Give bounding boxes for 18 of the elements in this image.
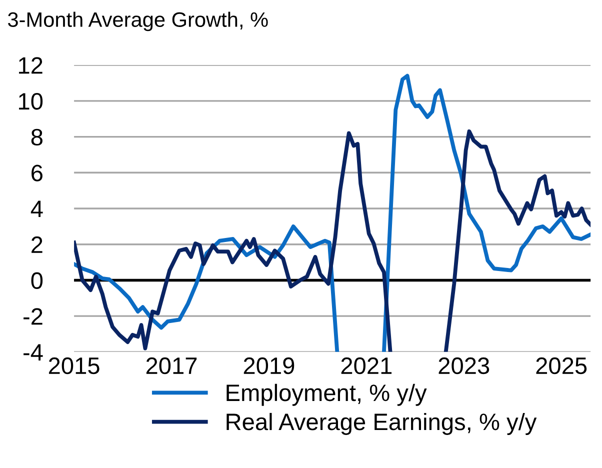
x-tick-label: 2019	[244, 357, 294, 374]
y-tick-label: 10	[19, 92, 43, 110]
x-tick-label: 2023	[438, 357, 490, 374]
y-tick-label: 12	[19, 57, 42, 74]
y-tick-label: -4	[24, 344, 43, 360]
chart-title: 3-Month Average Growth, %	[8, 12, 268, 32]
x-tick-label: 2017	[146, 357, 197, 374]
y-tick-label: 8	[31, 128, 42, 146]
legend-label: Employment, % y/y	[226, 384, 427, 406]
y-tick-label: 2	[32, 236, 42, 253]
x-tick-label: 2021	[341, 357, 392, 374]
x-tick-label: 2025	[536, 357, 587, 374]
y-tick-label: -2	[24, 308, 42, 325]
y-tick-label: 0	[31, 272, 43, 290]
y-tick-label: 6	[32, 164, 42, 182]
y-tick-label: 4	[30, 200, 43, 218]
x-tick-label: 2015	[48, 357, 100, 374]
legend-label: Real Average Earnings, % y/y	[226, 412, 537, 435]
